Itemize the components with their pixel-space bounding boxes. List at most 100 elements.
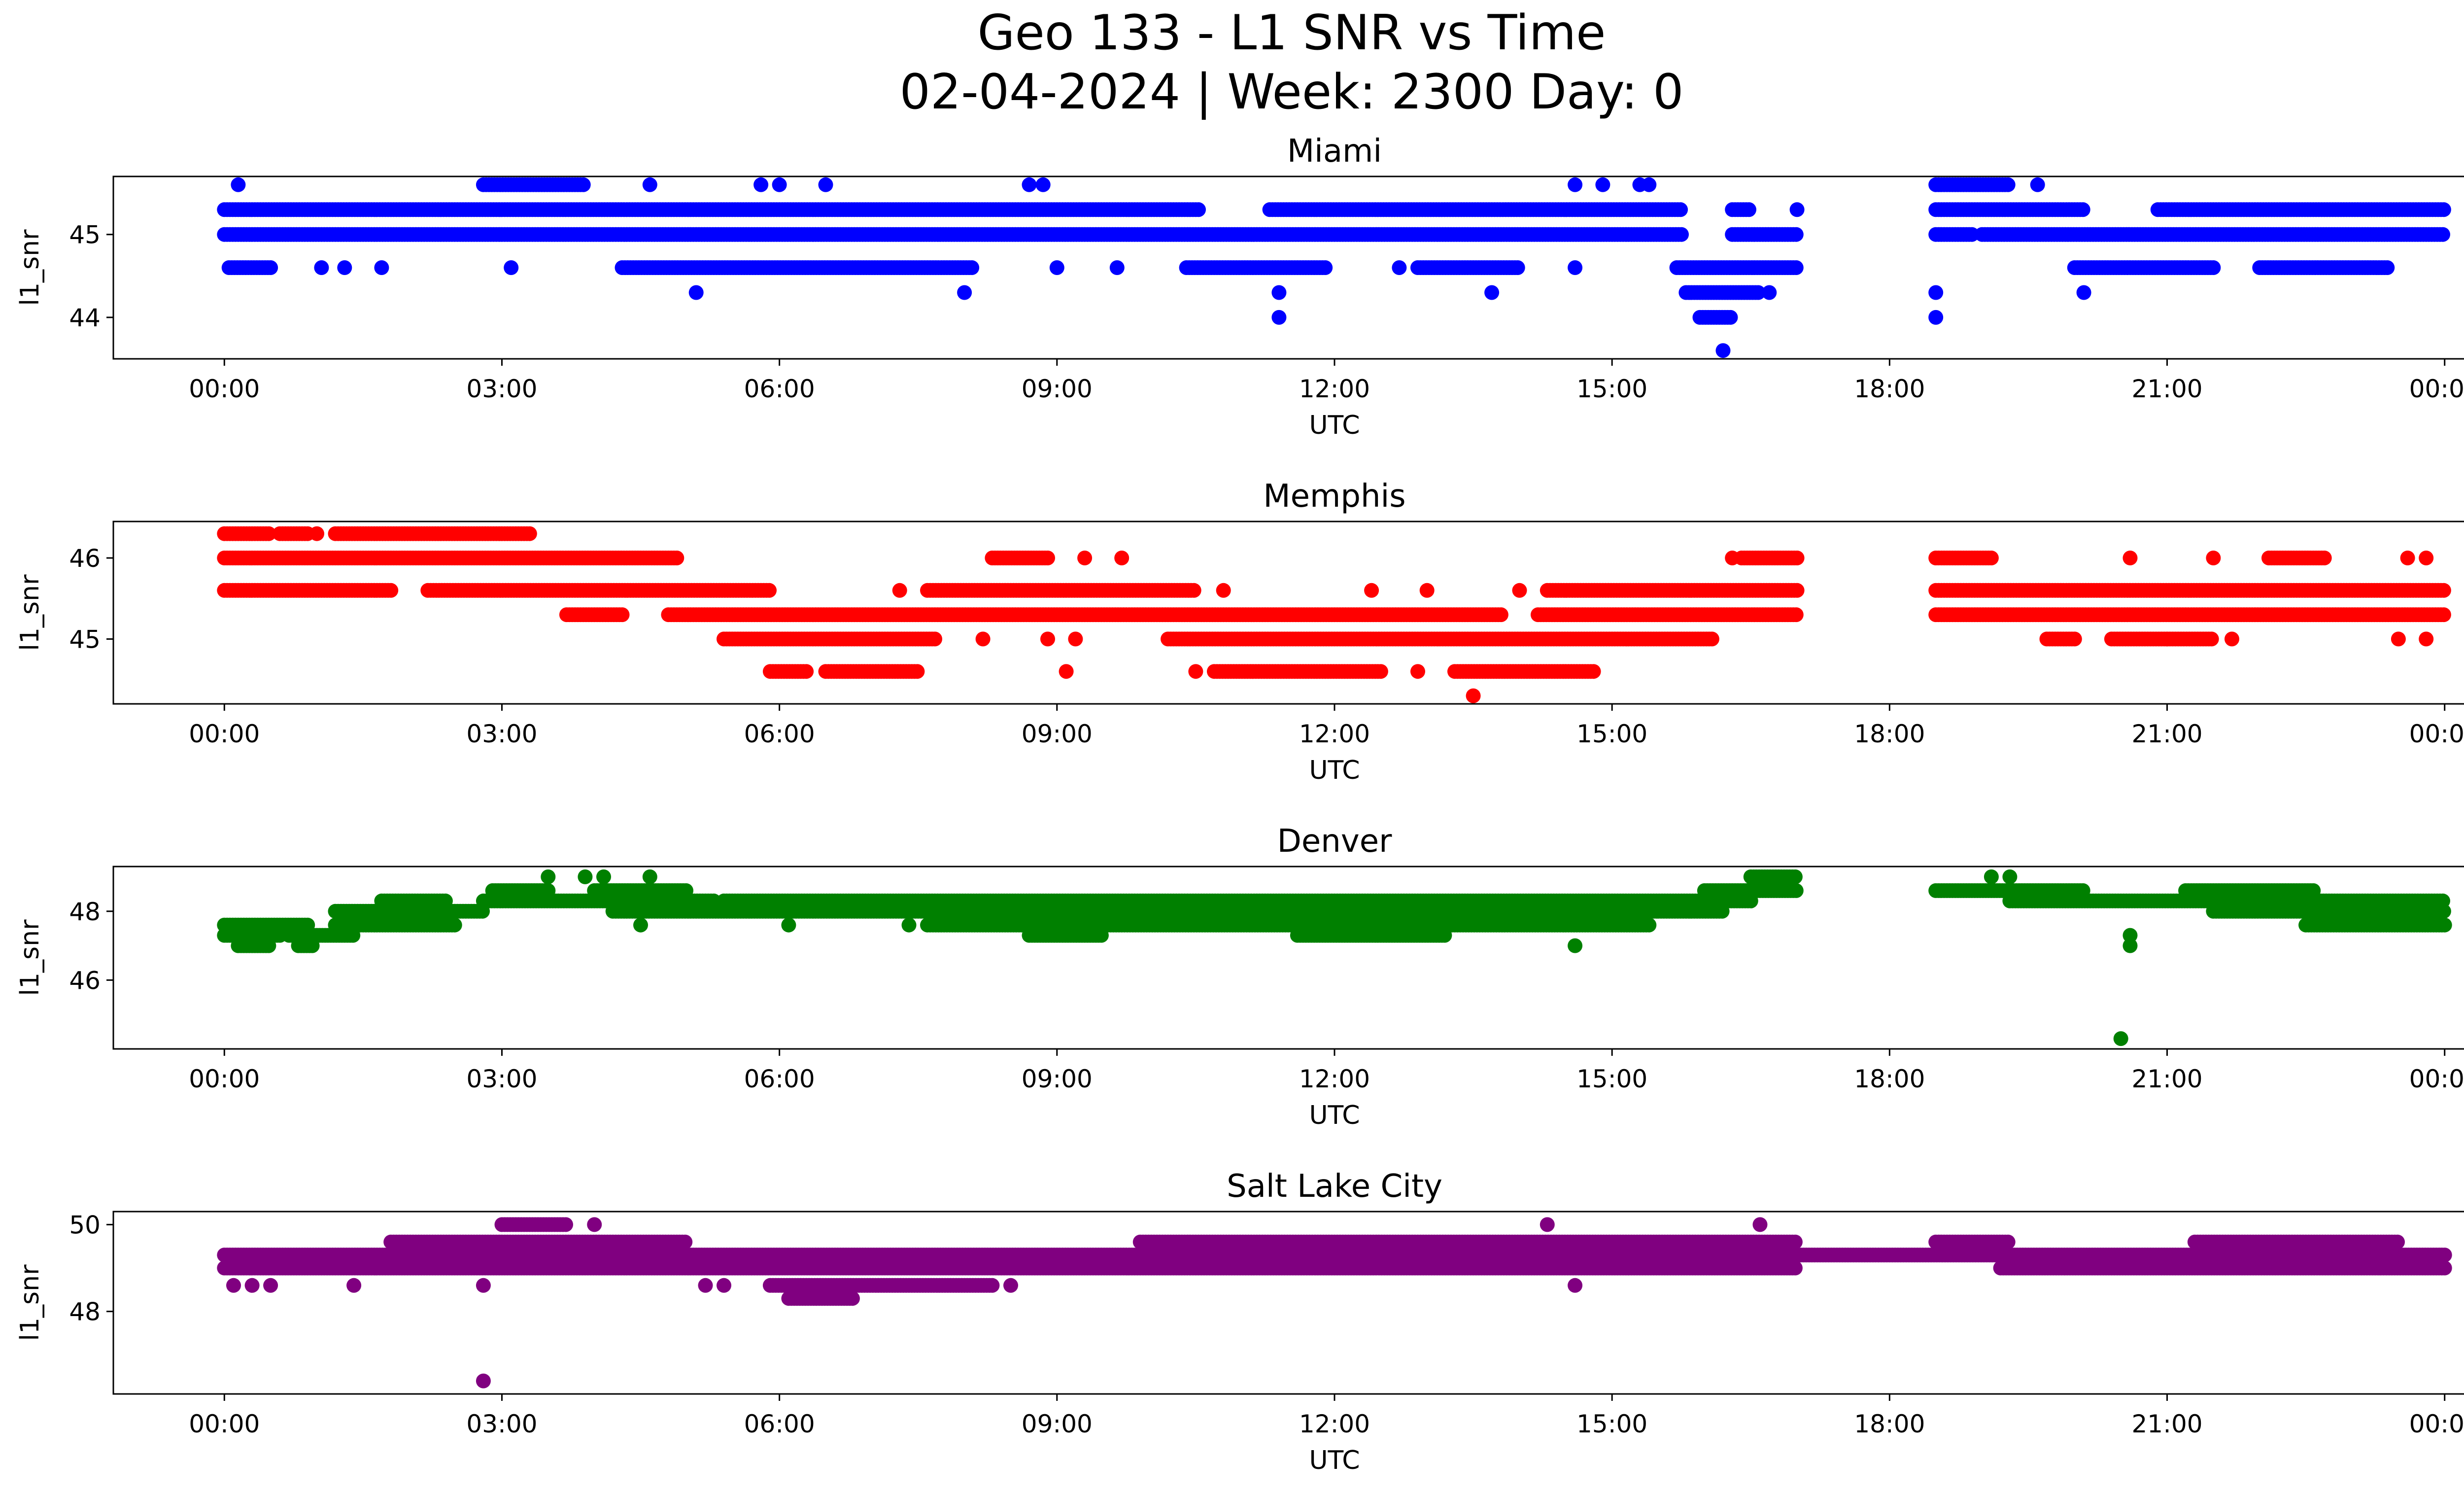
- data-point: [1437, 928, 1452, 943]
- data-point: [314, 260, 329, 275]
- data-point: [2437, 917, 2452, 933]
- x-tick-label: 09:00: [1022, 375, 1093, 403]
- data-point: [576, 177, 591, 192]
- data-point: [1410, 664, 1425, 679]
- data-point: [892, 583, 907, 598]
- data-point: [309, 526, 324, 541]
- data-point: [2204, 631, 2219, 647]
- data-point: [1040, 551, 1055, 565]
- y-tick-label: 45: [69, 625, 101, 654]
- x-tick-label: 03:00: [466, 720, 537, 748]
- x-tick-label: 15:00: [1576, 720, 1647, 748]
- data-point: [1392, 260, 1407, 275]
- data-point: [2159, 631, 2175, 647]
- data-point: [1642, 177, 1657, 192]
- data-point: [1077, 551, 1093, 565]
- data-point: [1723, 310, 1738, 325]
- subplot-title: Memphis: [1263, 478, 1405, 515]
- data-point: [1216, 583, 1231, 598]
- x-tick-label: 09:00: [1022, 720, 1093, 748]
- data-point: [2419, 631, 2434, 647]
- data-point: [642, 177, 657, 192]
- data-point: [2076, 285, 2091, 300]
- data-point: [1040, 631, 1055, 647]
- x-tick-label: 21:00: [2131, 720, 2202, 748]
- data-point: [1789, 583, 1805, 598]
- data-point: [910, 664, 925, 679]
- data-point: [2419, 551, 2434, 565]
- data-point: [1568, 260, 1583, 275]
- data-point: [1964, 227, 1980, 242]
- x-axis-label: UTC: [1309, 756, 1360, 785]
- data-point: [2000, 177, 2016, 192]
- data-point: [688, 285, 704, 300]
- data-point: [1318, 260, 1333, 275]
- data-point: [1484, 285, 1500, 300]
- y-axis-label: l1_snr: [15, 574, 45, 651]
- data-point: [1715, 343, 1731, 358]
- data-point: [1788, 227, 1804, 242]
- data-point: [2317, 551, 2332, 565]
- data-point: [1493, 607, 1508, 623]
- data-point: [2380, 260, 2395, 275]
- data-points: [217, 526, 2451, 703]
- data-point: [1186, 583, 1201, 598]
- data-point: [753, 177, 769, 192]
- data-point: [2067, 631, 2082, 647]
- x-tick-label: 06:00: [744, 720, 815, 748]
- data-point: [1271, 310, 1287, 325]
- x-tick-label: 00:00: [2409, 375, 2464, 403]
- data-point: [1094, 928, 1109, 943]
- data-point: [2436, 607, 2451, 623]
- data-point: [2224, 631, 2239, 647]
- data-point: [2030, 177, 2045, 192]
- x-axis-label: UTC: [1309, 411, 1360, 440]
- data-point: [772, 177, 787, 192]
- data-point: [1510, 260, 1525, 275]
- data-points: [217, 869, 2452, 1046]
- data-point: [1373, 664, 1388, 679]
- data-point: [2436, 202, 2451, 217]
- data-point: [1364, 583, 1379, 598]
- data-point: [231, 177, 246, 192]
- data-point: [1725, 551, 1740, 565]
- data-point: [1035, 177, 1051, 192]
- data-point: [1742, 202, 1756, 217]
- x-tick-label: 18:00: [1854, 375, 1925, 403]
- y-tick-label: 44: [69, 304, 101, 332]
- data-point: [522, 526, 537, 541]
- subplot-title: Miami: [1287, 133, 1382, 170]
- data-point: [345, 928, 361, 943]
- data-point: [1642, 917, 1657, 933]
- data-point: [1271, 285, 1287, 300]
- subplot-panels: Miami 00:00 03:00 06:00 09:00 12:00 15:00 18:00…: [15, 133, 2464, 1475]
- subplot-title: Denver: [1277, 823, 1392, 860]
- data-point: [2206, 260, 2221, 275]
- x-tick-label: 00:00: [189, 720, 260, 748]
- data-point: [1928, 310, 1944, 325]
- data-points: [217, 177, 2451, 358]
- data-point: [1059, 664, 1074, 679]
- x-tick-label: 12:00: [1299, 720, 1370, 748]
- subplot-1: Memphis 00:00 03:00 06:00 09:00 12:00 15:00 18:…: [15, 478, 2464, 785]
- data-point: [2075, 202, 2090, 217]
- data-point: [1109, 260, 1125, 275]
- data-point: [927, 631, 942, 647]
- data-point: [1750, 285, 1766, 300]
- data-point: [1466, 688, 1481, 703]
- data-point: [1419, 583, 1435, 598]
- data-point: [818, 177, 833, 192]
- data-point: [374, 260, 389, 275]
- data-point: [447, 917, 462, 933]
- y-axis-label: l1_snr: [15, 229, 45, 306]
- data-point: [1049, 260, 1064, 275]
- data-point: [504, 260, 519, 275]
- data-point: [964, 260, 980, 275]
- data-point: [1114, 551, 1129, 565]
- data-point: [261, 526, 276, 541]
- x-tick-label: 18:00: [1854, 720, 1925, 748]
- data-point: [2122, 551, 2138, 565]
- data-point: [1188, 664, 1203, 679]
